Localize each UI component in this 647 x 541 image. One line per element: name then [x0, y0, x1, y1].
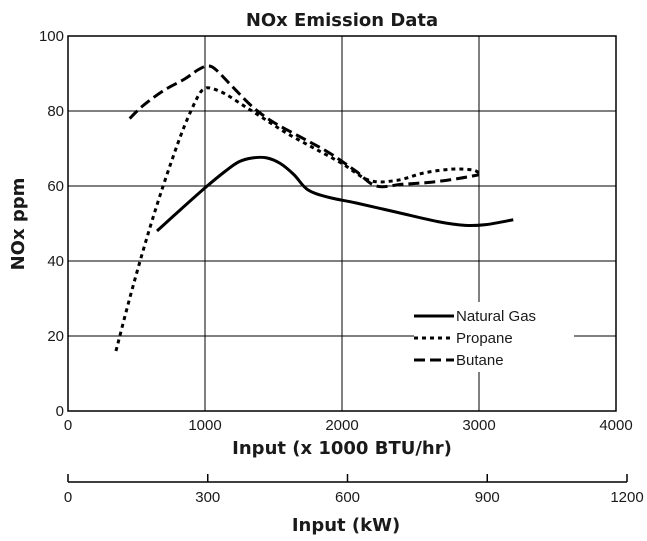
- y-tick-label: 100: [39, 28, 64, 45]
- secondary-axis-tick-label: 600: [335, 489, 360, 506]
- x-tick-labels: 0 1000 2000 3000 4000: [64, 417, 633, 434]
- x-tick-label: 3000: [462, 417, 495, 434]
- secondary-axis-tick-label: 900: [475, 489, 500, 506]
- chart-title: NOx Emission Data: [246, 10, 438, 31]
- y-tick-label: 0: [56, 403, 64, 420]
- series-lines: [114, 64, 514, 352]
- secondary-axis-tick-label: 1200: [610, 489, 643, 506]
- legend-label-butane: Butane: [456, 352, 504, 369]
- y-tick-label: 60: [47, 178, 64, 195]
- plot-frame: [67, 35, 617, 412]
- legend-label-propane: Propane: [456, 330, 513, 347]
- x-tick-label: 0: [64, 417, 72, 434]
- y-tick-labels: 0 20 40 60 80 100: [39, 28, 64, 420]
- y-tick-label: 40: [47, 253, 64, 270]
- x-tick-label: 1000: [188, 417, 221, 434]
- series-line-natural-gas: [156, 155, 514, 233]
- secondary-axis-tick-label: 300: [195, 489, 220, 506]
- y-tick-label: 80: [47, 103, 64, 120]
- legend-label-natural-gas: Natural Gas: [456, 308, 536, 325]
- x-axis-label: Input (x 1000 BTU/hr): [232, 438, 452, 459]
- legend: Natural Gas Propane Butane: [414, 302, 574, 372]
- x-tick-label: 4000: [599, 417, 632, 434]
- secondary-axis-tick-label: 0: [64, 489, 72, 506]
- secondary-axis-kw: 0 300 600 900 1200: [64, 474, 644, 506]
- y-axis-label: NOx ppm: [8, 178, 29, 271]
- secondary-axis-label: Input (kW): [292, 515, 400, 536]
- series-line-butane: [128, 64, 480, 189]
- x-tick-label: 2000: [325, 417, 358, 434]
- y-tick-label: 20: [47, 328, 64, 345]
